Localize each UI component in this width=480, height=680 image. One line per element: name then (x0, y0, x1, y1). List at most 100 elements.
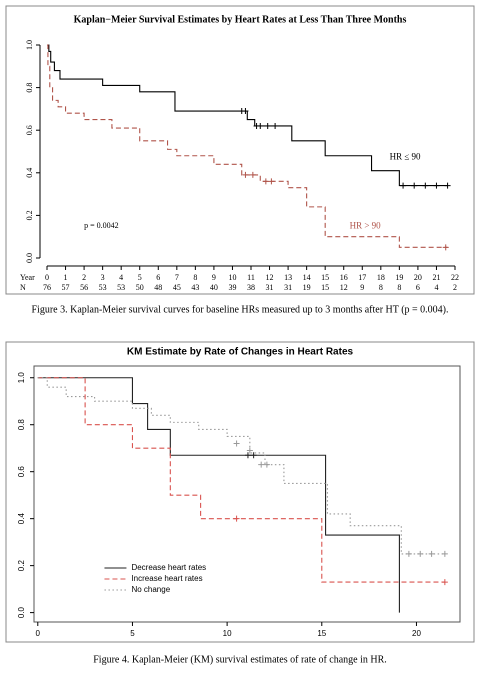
x-tick-label: 5 (138, 273, 142, 282)
risk-count: 56 (80, 283, 88, 292)
risk-count: 4 (434, 283, 438, 292)
x-tick-label: 9 (212, 273, 216, 282)
x-tick-label: 5 (130, 629, 135, 638)
x-tick-label: 1 (64, 273, 68, 282)
figure-frame (5, 5, 475, 295)
x-tick-label: 0 (45, 273, 49, 282)
risk-count: 8 (397, 283, 401, 292)
risk-count: 2 (453, 283, 457, 292)
censor-mark (246, 447, 253, 454)
risk-count: 39 (228, 283, 236, 292)
risk-count: 15 (321, 283, 329, 292)
x-tick-label: 20 (414, 273, 422, 282)
censor-mark (262, 178, 269, 185)
x-tick-label: 15 (321, 273, 329, 282)
x-tick-label: 0 (36, 629, 41, 638)
censor-mark (272, 122, 279, 129)
y-tick-label: 0.8 (17, 419, 26, 431)
x-tick-label: 14 (303, 273, 311, 282)
x-tick-label: 6 (156, 273, 160, 282)
risk-count: 57 (62, 283, 70, 292)
x-tick-label: 10 (228, 273, 236, 282)
x-tick-label: 13 (284, 273, 292, 282)
censor-mark (441, 550, 448, 557)
censor-mark (400, 182, 407, 189)
risk-count: 38 (247, 283, 255, 292)
risk-count: 48 (154, 283, 162, 292)
risk-row-label: Year (20, 273, 35, 282)
y-tick-label: 0.4 (17, 513, 26, 525)
risk-count: 50 (136, 283, 144, 292)
x-tick-label: 20 (412, 629, 421, 638)
survival-curve (47, 44, 448, 248)
x-tick-label: 12 (266, 273, 274, 282)
risk-count: 45 (173, 283, 181, 292)
series-label: HR ≤ 90 (390, 152, 421, 162)
y-tick-label: 0.6 (25, 125, 34, 135)
y-tick-label: 1.0 (17, 372, 26, 384)
survival-curve (37, 377, 400, 613)
chart-title: Kaplan−Meier Survival Estimates by Heart… (74, 14, 407, 25)
censor-mark (411, 182, 418, 189)
censor-mark (258, 461, 265, 468)
censor-mark (242, 108, 249, 115)
risk-count: 53 (117, 283, 125, 292)
survival-curve (47, 44, 448, 187)
risk-count: 40 (210, 283, 218, 292)
legend-label: Decrease heart rates (131, 563, 206, 572)
y-tick-label: 0.0 (25, 253, 34, 263)
figure-caption: Figure 3. Kaplan-Meier survival curves f… (31, 304, 448, 315)
censor-mark (442, 244, 449, 251)
risk-count: 76 (43, 283, 51, 292)
censor-mark (433, 182, 440, 189)
censor-mark (263, 461, 270, 468)
annotation: p = 0.0042 (84, 221, 119, 230)
risk-count: 8 (379, 283, 383, 292)
y-tick-label: 0.2 (17, 560, 26, 572)
censor-mark (233, 515, 240, 522)
risk-count: 12 (340, 283, 348, 292)
risk-count: 53 (99, 283, 107, 292)
censor-mark (250, 452, 257, 459)
figure-frame (5, 341, 475, 643)
x-tick-label: 17 (358, 273, 366, 282)
risk-count: 9 (360, 283, 364, 292)
chart-title: KM Estimate by Rate of Changes in Heart … (127, 347, 354, 358)
x-tick-label: 21 (432, 273, 440, 282)
censor-mark (405, 550, 412, 557)
x-tick-label: 3 (101, 273, 105, 282)
risk-count: 43 (191, 283, 199, 292)
censor-mark (422, 182, 429, 189)
legend-label: No change (131, 585, 170, 594)
x-tick-label: 11 (247, 273, 255, 282)
censor-mark (264, 122, 271, 129)
x-tick-label: 19 (395, 273, 403, 282)
risk-count: 31 (284, 283, 292, 292)
plot-frame (33, 365, 461, 623)
censor-mark (244, 452, 251, 459)
x-tick-label: 15 (317, 629, 326, 638)
censor-mark (441, 579, 448, 586)
x-tick-label: 16 (340, 273, 348, 282)
risk-count: 31 (266, 283, 274, 292)
censor-mark (242, 171, 249, 178)
y-tick-label: 0.6 (17, 466, 26, 478)
censor-mark (249, 171, 256, 178)
risk-count: 19 (303, 283, 311, 292)
censor-mark (233, 440, 240, 447)
y-tick-label: 0.2 (25, 210, 34, 220)
y-tick-label: 0.0 (17, 606, 26, 618)
y-tick-label: 1.0 (25, 40, 34, 50)
y-tick-label: 0.8 (25, 83, 34, 93)
x-tick-label: 7 (175, 273, 179, 282)
censor-mark (257, 122, 264, 129)
x-tick-label: 8 (193, 273, 197, 282)
censor-mark (428, 550, 435, 557)
legend-label: Increase heart rates (131, 574, 202, 583)
series-label: HR > 90 (350, 220, 382, 230)
figure-caption: Figure 4. Kaplan-Meier (KM) survival est… (93, 654, 387, 665)
x-tick-label: 4 (119, 273, 123, 282)
risk-count: 6 (416, 283, 420, 292)
